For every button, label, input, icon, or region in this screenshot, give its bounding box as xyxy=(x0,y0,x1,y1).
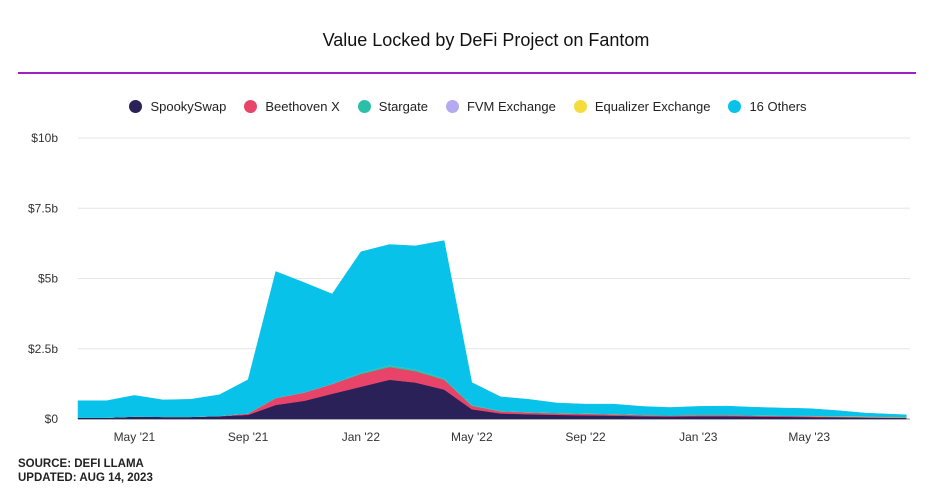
x-tick-label: Jan '23 xyxy=(679,430,718,444)
legend-dot-fvm-exchange xyxy=(445,100,459,113)
legend-label-spookyswap: SpookySwap xyxy=(150,99,227,114)
y-tick-label: $5b xyxy=(38,272,58,286)
legend-dot-16-others xyxy=(728,100,742,113)
x-tick-label: Sep '21 xyxy=(228,430,269,444)
y-tick-label: $2.5b xyxy=(28,342,58,356)
y-tick-label: $10b xyxy=(31,131,58,145)
legend-label-beethoven-x: Beethoven X xyxy=(265,99,340,114)
updated-text: UPDATED: AUG 14, 2023 xyxy=(18,472,153,484)
x-tick-label: May '23 xyxy=(788,430,830,444)
legend-item-equalizer-exchange[interactable]: Equalizer Exchange xyxy=(573,99,711,114)
y-tick-label: $7.5b xyxy=(28,201,58,215)
x-tick-label: Jan '22 xyxy=(342,430,381,444)
legend-label-stargate: Stargate xyxy=(378,99,428,114)
x-tick-label: Sep '22 xyxy=(565,430,606,444)
x-axis-ticks: May '21 Sep '21 Jan '22 May '22 Sep '22 Jan '… xyxy=(114,430,831,444)
area-16-others[interactable] xyxy=(77,240,907,418)
legend-label-fvm-exchange: FVM Exchange xyxy=(466,99,556,114)
legend-label-16-others: 16 Others xyxy=(749,99,807,114)
y-axis-ticks: $0 $2.5b $5b $7.5b $10b xyxy=(28,131,58,426)
legend-dot-beethoven-x xyxy=(244,100,258,113)
stacked-areas xyxy=(77,240,907,420)
legend-item-beethoven-x[interactable]: Beethoven X xyxy=(244,99,340,114)
x-tick-label: May '21 xyxy=(114,430,156,444)
legend: SpookySwap Beethoven X Stargate FVM Exch… xyxy=(0,99,936,114)
legend-item-fvm-exchange[interactable]: FVM Exchange xyxy=(445,99,556,114)
legend-dot-equalizer-exchange xyxy=(573,100,587,113)
legend-dot-stargate xyxy=(357,100,371,113)
legend-dot-spookyswap xyxy=(129,100,143,113)
legend-label-equalizer-exchange: Equalizer Exchange xyxy=(594,99,711,114)
source-text: SOURCE: DEFI LLAMA xyxy=(18,458,144,470)
chart-title: Value Locked by DeFi Project on Fantom xyxy=(322,30,650,50)
legend-item-spookyswap[interactable]: SpookySwap xyxy=(129,99,226,114)
legend-item-stargate[interactable]: Stargate xyxy=(357,99,428,114)
grid-lines xyxy=(78,137,910,420)
title-divider xyxy=(18,72,916,74)
legend-item-16-others[interactable]: 16 Others xyxy=(728,99,807,114)
source-note: SOURCE: DEFI LLAMA UPDATED: AUG 14, 2023 xyxy=(18,457,153,485)
y-tick-label: $0 xyxy=(45,412,59,426)
x-tick-label: May '22 xyxy=(451,430,493,444)
